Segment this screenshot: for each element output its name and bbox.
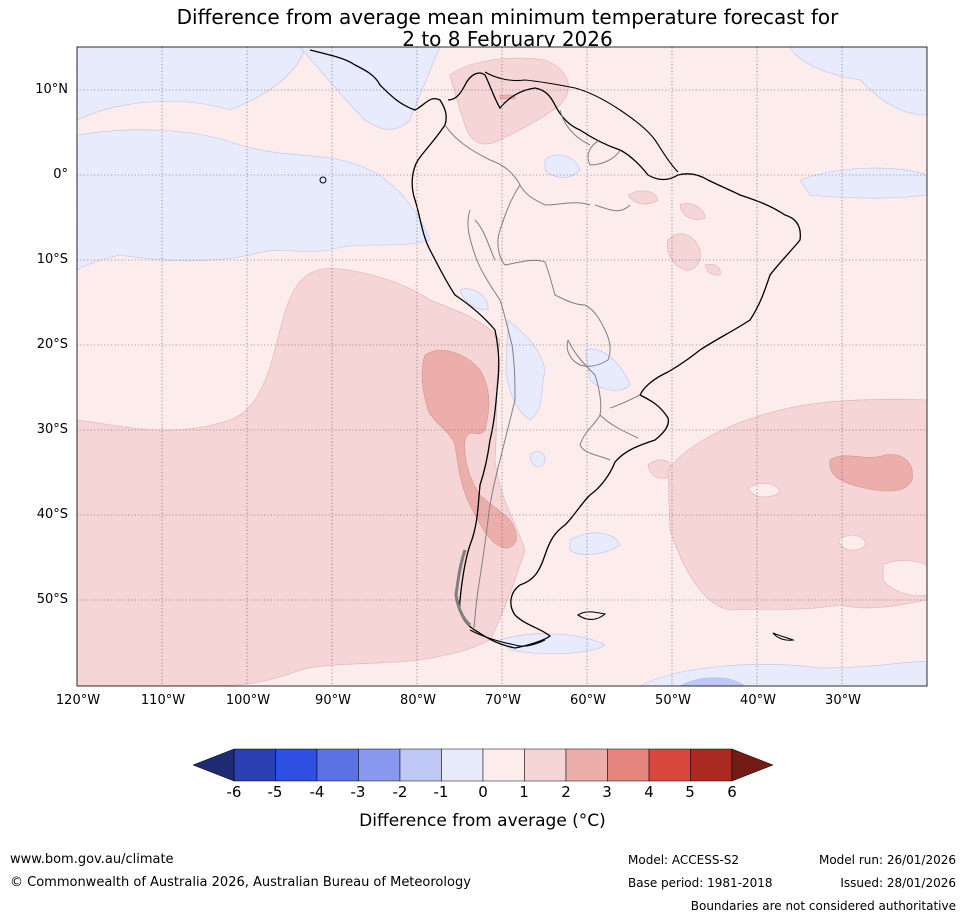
anomaly-region-cool bbox=[529, 451, 546, 468]
colorbar-swatch bbox=[316, 748, 359, 782]
colorbar-swatch bbox=[565, 748, 608, 782]
anomaly-region-warm-1 bbox=[627, 190, 659, 205]
anomaly-region-warm-1 bbox=[667, 233, 701, 271]
anomaly-region-cool bbox=[76, 129, 431, 271]
galapagos-islands bbox=[319, 176, 327, 184]
lat-label: 50°S bbox=[36, 592, 68, 607]
lat-label: 10°S bbox=[36, 252, 68, 267]
model-run-text: Model run: 26/01/2026 bbox=[818, 853, 956, 867]
colorbar-swatch bbox=[399, 748, 442, 782]
website-link[interactable]: www.bom.gov.au/climate bbox=[10, 852, 174, 867]
colorbar-tick-label: 1 bbox=[519, 783, 529, 801]
colorbar-tick-label: -6 bbox=[226, 783, 242, 801]
anomaly-region-warm-2 bbox=[421, 350, 517, 549]
colorbar-over-arrow bbox=[731, 748, 774, 782]
lat-label: 20°S bbox=[36, 337, 68, 352]
anomaly-region-warm-2 bbox=[829, 454, 913, 492]
colorbar-tick-label: -2 bbox=[392, 783, 408, 801]
country-borders bbox=[444, 109, 641, 629]
colorbar-tick-label: -5 bbox=[267, 783, 283, 801]
lon-label: 80°W bbox=[400, 693, 436, 708]
colorbar-swatch bbox=[648, 748, 691, 782]
chile-archipelago bbox=[454, 549, 472, 627]
copyright-text: © Commonwealth of Australia 2026, Austra… bbox=[10, 875, 471, 890]
lon-label: 110°W bbox=[140, 693, 186, 708]
anomaly-region-cool bbox=[459, 288, 489, 311]
south-america-coastline bbox=[309, 49, 801, 649]
anomaly-region-warm-1 bbox=[449, 57, 569, 145]
map-frame bbox=[76, 46, 928, 687]
colorbar-swatch bbox=[275, 748, 318, 782]
colorbar-swatch bbox=[607, 748, 650, 782]
lon-label: 30°W bbox=[825, 693, 861, 708]
anomaly-region-neutral bbox=[837, 535, 867, 551]
anomaly-region-cool bbox=[499, 633, 606, 655]
anomaly-region-cool bbox=[299, 46, 441, 130]
colorbar-swatch bbox=[690, 748, 733, 782]
south-georgia bbox=[772, 632, 795, 641]
map-title-line1: Difference from average mean minimum tem… bbox=[176, 5, 839, 29]
anomaly-region-warm-1 bbox=[704, 263, 721, 276]
map-title-line2: 2 to 8 February 2026 bbox=[402, 27, 613, 51]
lon-label: 90°W bbox=[315, 693, 351, 708]
colorbar-under-arrow bbox=[192, 748, 235, 782]
lon-label: 60°W bbox=[570, 693, 606, 708]
colorbar-tick-label: 6 bbox=[727, 783, 737, 801]
lon-label: 50°W bbox=[655, 693, 691, 708]
colorbar-label: Difference from average (°C) bbox=[359, 811, 606, 831]
colorbar-tick-label: 4 bbox=[644, 783, 654, 801]
colorbar bbox=[192, 748, 774, 782]
falkland-islands bbox=[577, 611, 607, 620]
lat-label: 40°S bbox=[36, 507, 68, 522]
colorbar-tick-label: 3 bbox=[602, 783, 612, 801]
anomaly-region-cool bbox=[544, 154, 581, 178]
lon-label: 100°W bbox=[225, 693, 271, 708]
lat-label: 0° bbox=[53, 167, 68, 182]
colorbar-swatch bbox=[524, 748, 567, 782]
anomaly-region-cool bbox=[76, 46, 306, 121]
disclaimer-text: Boundaries are not considered authoritat… bbox=[690, 899, 956, 913]
colorbar-tick-label: 2 bbox=[561, 783, 571, 801]
anomaly-region-warm-1 bbox=[679, 203, 706, 220]
issued-text: Issued: 28/01/2026 bbox=[840, 876, 956, 890]
lon-label: 120°W bbox=[55, 693, 101, 708]
colorbar-tick-label: -3 bbox=[350, 783, 366, 801]
colorbar-tick-label: -4 bbox=[309, 783, 325, 801]
colorbar-tick-label: -1 bbox=[433, 783, 449, 801]
colorbar-swatch bbox=[482, 748, 525, 782]
caribbean-coastline bbox=[484, 71, 679, 173]
lon-label: 70°W bbox=[485, 693, 521, 708]
anomaly-region-cool bbox=[789, 46, 928, 116]
lat-label: 30°S bbox=[36, 422, 68, 437]
colorbar-swatch bbox=[358, 748, 401, 782]
base-period-text: Base period: 1981-2018 bbox=[628, 876, 773, 890]
model-text: Model: ACCESS-S2 bbox=[628, 853, 740, 867]
lon-label: 40°W bbox=[740, 693, 776, 708]
colorbar-tick-label: 0 bbox=[478, 783, 488, 801]
anomaly-region-warm-1 bbox=[667, 399, 928, 611]
colorbar-tick-label: 5 bbox=[685, 783, 695, 801]
anomaly-region-cool bbox=[569, 532, 621, 555]
tierra-del-fuego bbox=[469, 629, 546, 647]
colorbar-swatch bbox=[441, 748, 484, 782]
colorbar-swatch bbox=[233, 748, 276, 782]
lat-label: 10°N bbox=[35, 82, 68, 97]
anomaly-region-neutral bbox=[747, 483, 781, 498]
